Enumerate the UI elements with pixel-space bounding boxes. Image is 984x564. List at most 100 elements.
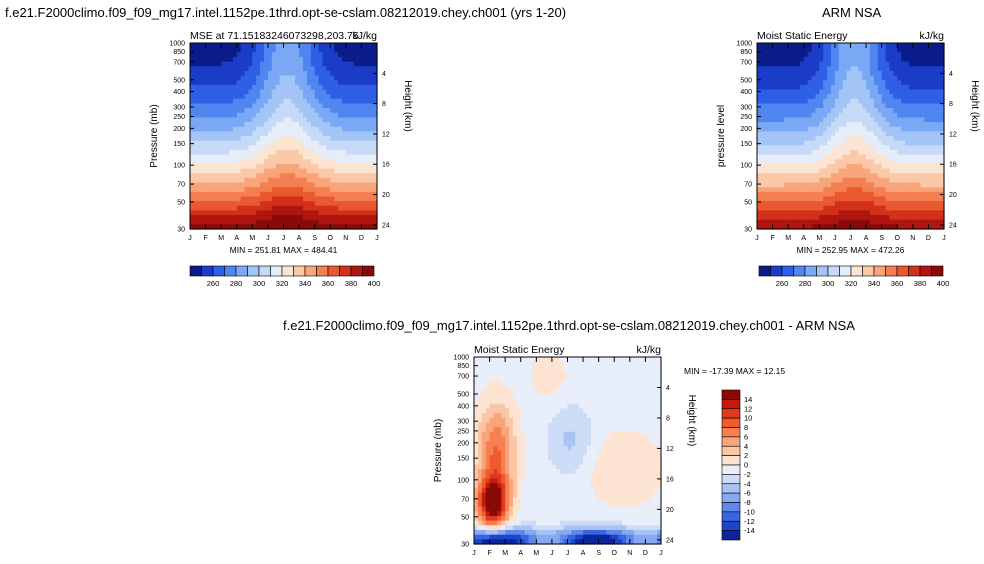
field-cell	[834, 159, 840, 165]
field-cell	[349, 117, 355, 123]
field-cell	[792, 98, 797, 105]
field-cell	[318, 215, 324, 221]
field-cell	[338, 187, 343, 193]
field-cell	[345, 215, 351, 221]
field-cell	[365, 215, 370, 221]
field-cell	[232, 84, 238, 91]
field-cell	[190, 52, 195, 58]
field-cell	[338, 140, 343, 146]
field-cell	[357, 108, 363, 114]
field-cell	[807, 56, 813, 63]
field-cell	[897, 56, 902, 63]
field-cell	[924, 61, 930, 67]
field-cell	[221, 136, 226, 142]
field-cell	[330, 154, 335, 160]
field-cell	[489, 441, 495, 447]
colorbar-swatch	[258, 265, 271, 277]
x-tick-label: F	[203, 235, 207, 242]
field-cell	[772, 112, 778, 118]
field-cell	[905, 191, 910, 198]
field-cell	[193, 56, 199, 63]
field-cell	[369, 108, 374, 114]
field-cell	[819, 163, 824, 170]
field-cell	[846, 43, 852, 49]
field-cell	[764, 94, 770, 100]
field-cell	[193, 84, 199, 91]
field-cell	[248, 224, 253, 230]
field-cell	[858, 140, 863, 146]
field-cell	[524, 408, 530, 414]
field-cell	[228, 163, 234, 170]
field-cell	[920, 103, 926, 109]
field-cell	[505, 431, 510, 438]
field-cell	[912, 56, 918, 63]
field-cell	[318, 173, 324, 179]
field-cell	[287, 219, 292, 225]
field-cell	[310, 98, 316, 105]
field-cell	[551, 417, 557, 424]
field-cell	[936, 117, 941, 123]
field-cell	[330, 149, 335, 156]
field-cell	[302, 173, 308, 179]
field-cell	[338, 108, 343, 114]
field-cell	[559, 492, 565, 498]
field-cell	[193, 201, 199, 207]
field-cell	[306, 89, 312, 95]
field-cell	[516, 539, 522, 545]
field-cell	[365, 182, 370, 188]
field-cell	[349, 163, 355, 170]
field-cell	[225, 98, 230, 105]
field-cell	[551, 473, 557, 480]
field-cell	[536, 515, 541, 522]
field-cell	[889, 149, 894, 156]
field-cell	[310, 103, 316, 109]
field-cell	[532, 361, 537, 367]
field-cell	[831, 80, 836, 86]
field-cell	[842, 154, 848, 160]
colorbar-swatch	[316, 265, 329, 277]
field-cell	[831, 224, 836, 230]
field-cell	[524, 436, 530, 442]
field-cell	[854, 80, 859, 86]
field-cell	[877, 182, 883, 188]
field-cell	[501, 417, 506, 424]
field-cell	[256, 47, 261, 53]
field-cell	[264, 103, 269, 109]
field-cell	[291, 94, 296, 100]
field-cell	[792, 136, 797, 142]
field-cell	[873, 94, 879, 100]
field-cell	[897, 210, 902, 216]
field-cell	[784, 126, 789, 132]
field-cell	[528, 539, 534, 545]
field-cell	[361, 196, 366, 202]
field-cell	[341, 43, 347, 49]
field-cell	[474, 445, 479, 452]
field-cell	[540, 399, 545, 405]
field-cell	[536, 413, 541, 419]
field-cell	[264, 108, 269, 114]
field-cell	[524, 380, 530, 386]
title-left: f.e21.F2000climo.f09_f09_mg17.intel.1152…	[5, 5, 567, 20]
field-cell	[334, 84, 339, 91]
field-cell	[205, 52, 211, 58]
field-cell	[850, 145, 855, 151]
field-cell	[256, 98, 261, 105]
field-cell	[807, 140, 813, 146]
field-cell	[357, 43, 363, 49]
field-cell	[524, 506, 530, 512]
field-cell	[795, 159, 801, 165]
field-cell	[373, 43, 378, 49]
field-cell	[485, 361, 491, 367]
field-cell	[901, 98, 906, 105]
field-cell	[862, 187, 867, 193]
field-cell	[838, 131, 844, 137]
field-cell	[757, 219, 762, 225]
field-cell	[205, 191, 211, 198]
field-cell	[846, 47, 852, 53]
field-cell	[524, 413, 530, 419]
field-cell	[318, 196, 324, 202]
height-tick-label: 16	[382, 162, 390, 169]
field-cell	[768, 84, 774, 91]
field-cell	[201, 224, 207, 230]
field-cell	[345, 103, 351, 109]
